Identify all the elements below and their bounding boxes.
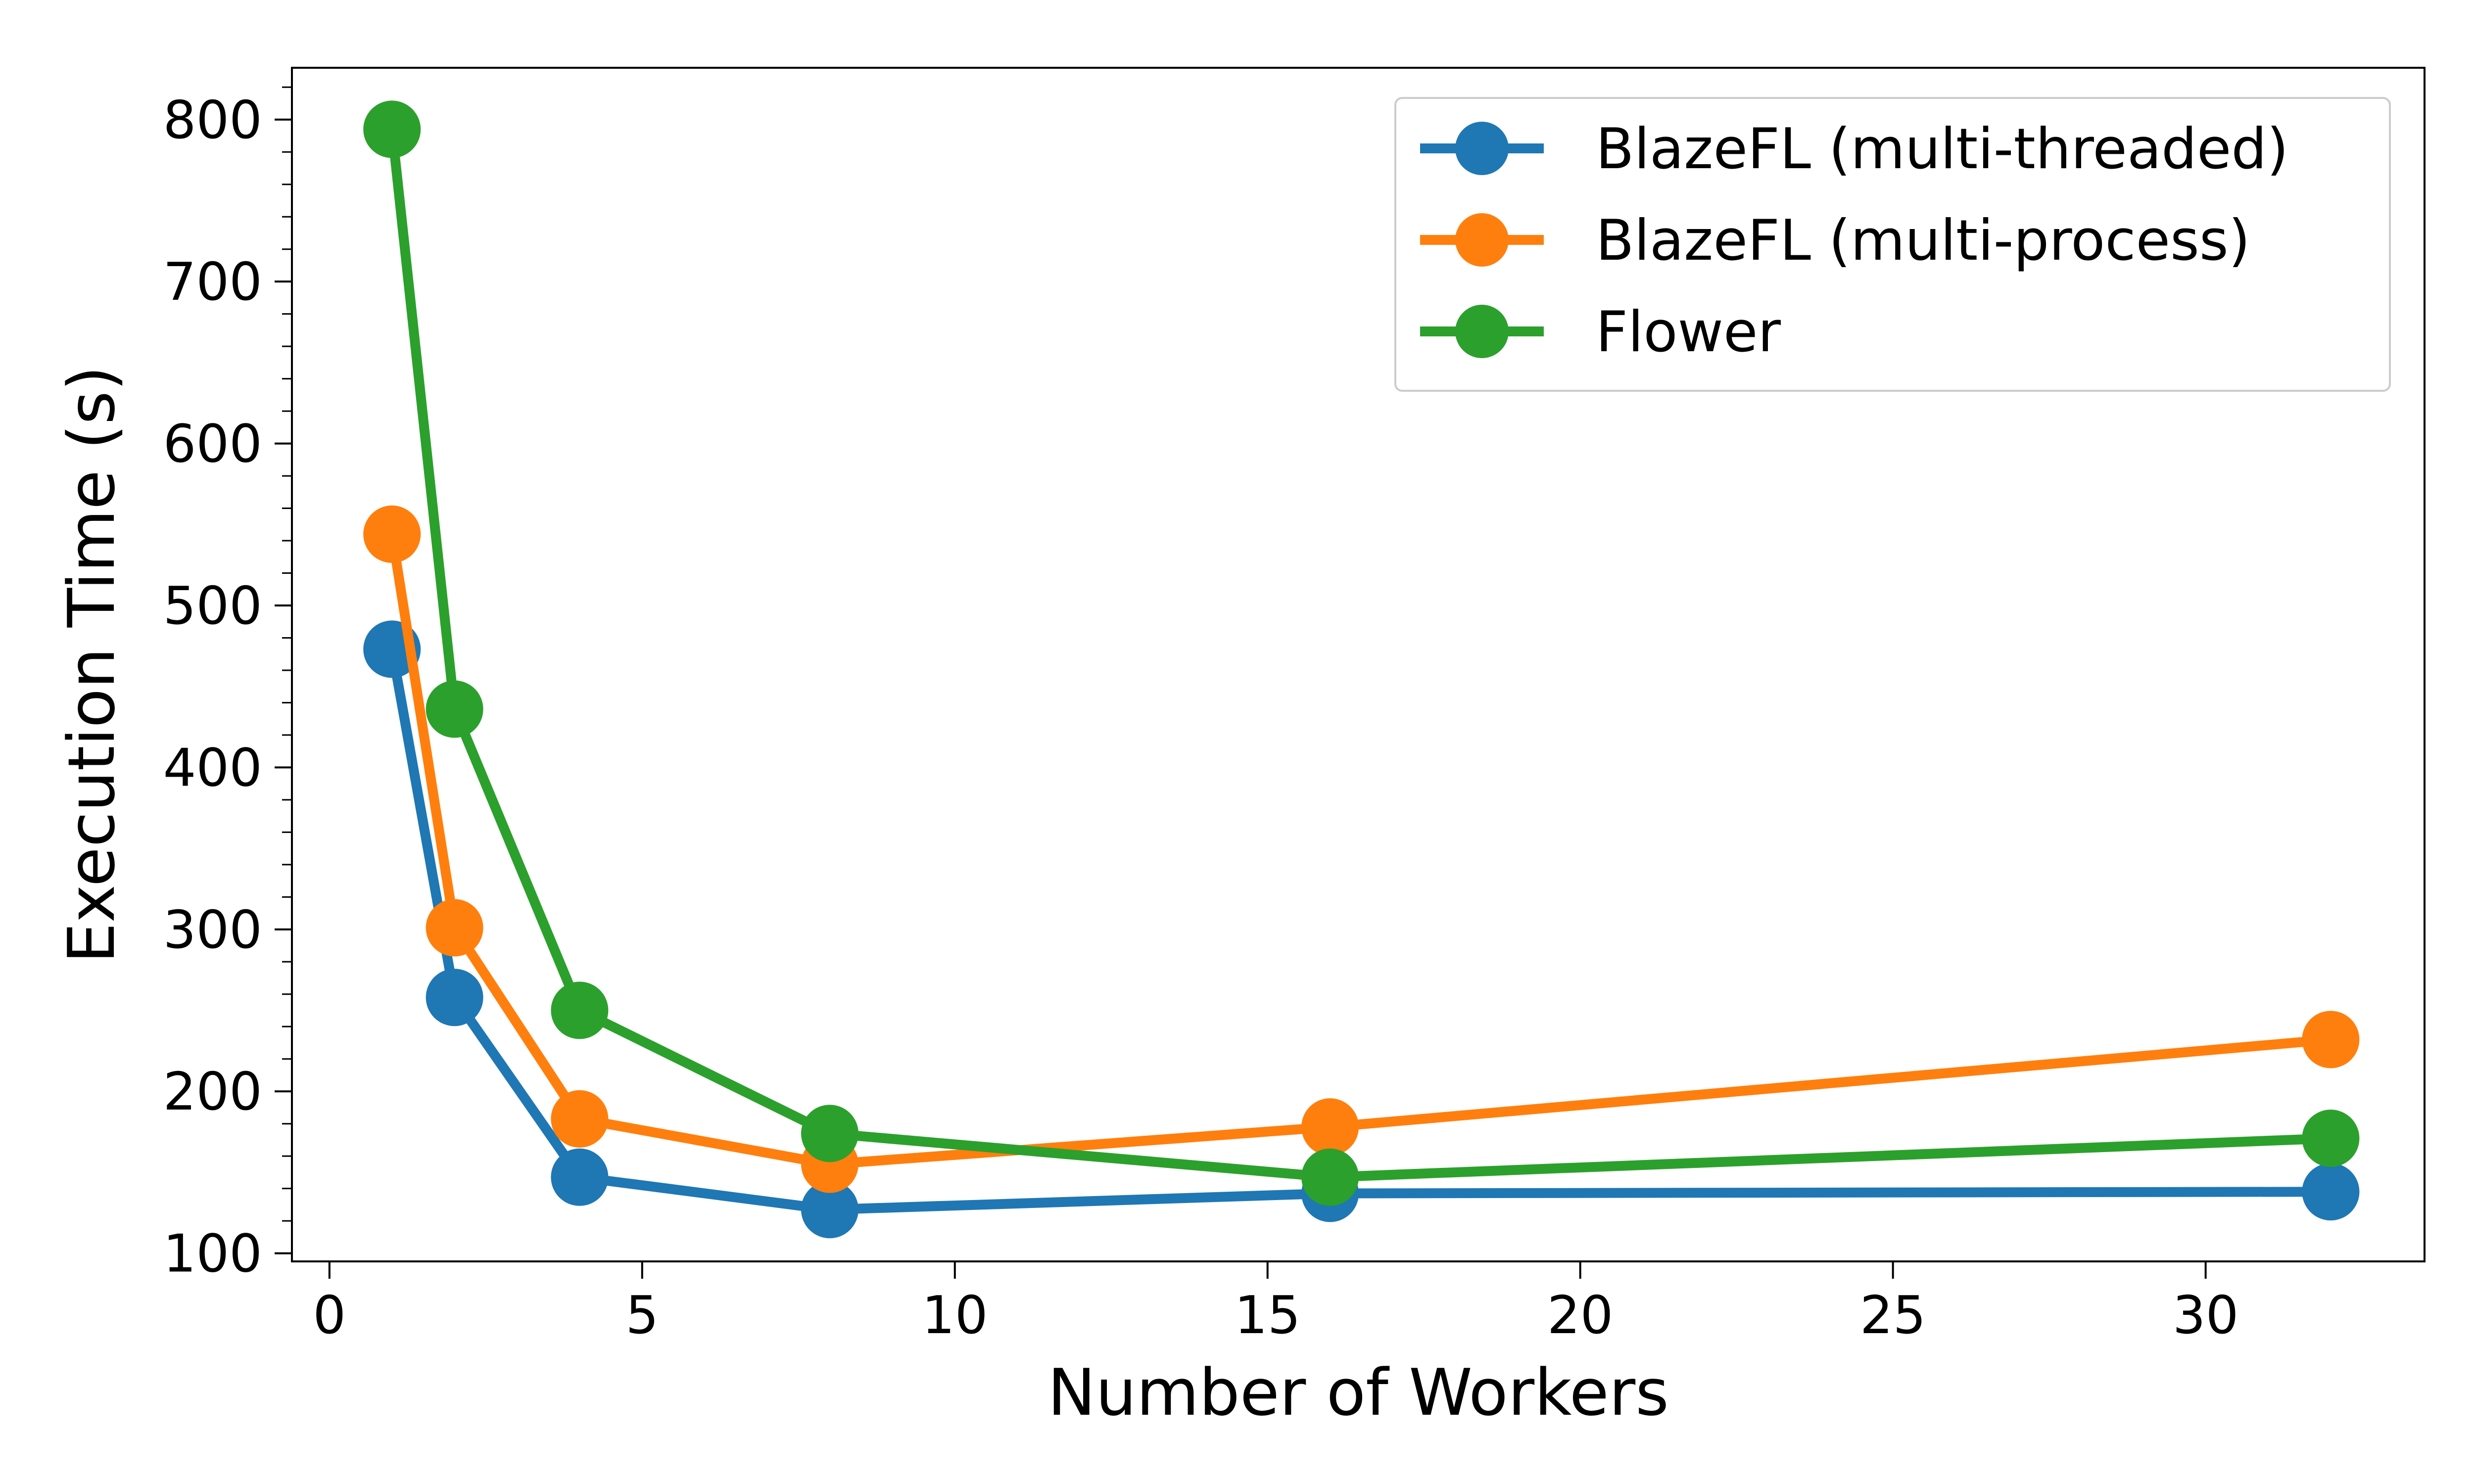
x-tick-label: 0 (313, 1285, 346, 1345)
y-tick-label: 400 (163, 738, 262, 798)
data-point (363, 505, 421, 563)
y-tick-label: 500 (163, 576, 262, 636)
legend-box (1394, 97, 2391, 392)
legend: BlazeFL (multi-threaded) BlazeFL (multi-p… (1394, 97, 2391, 392)
data-point (2302, 1163, 2360, 1221)
data-point (2302, 1110, 2360, 1167)
series-layer (363, 100, 2360, 1239)
x-tick-label: 20 (1547, 1285, 1614, 1345)
x-tick-label: 25 (1860, 1285, 1926, 1345)
legend-label: BlazeFL (multi-process) (1596, 208, 2250, 273)
data-point (1301, 1098, 1359, 1156)
data-point (363, 100, 421, 158)
x-tick-label: 5 (625, 1285, 659, 1345)
data-point (551, 981, 609, 1039)
x-tick-label: 15 (1235, 1285, 1301, 1345)
data-point (426, 969, 483, 1026)
y-tick-label: 600 (163, 414, 262, 474)
series-3 (363, 100, 2360, 1206)
series-line (387, 124, 2336, 1182)
data-point (1301, 1148, 1359, 1206)
legend-swatch-marker (1455, 213, 1509, 267)
y-axis-label: Execution Time (s) (54, 366, 129, 964)
y-tick-label: 200 (163, 1062, 262, 1122)
axis-ticks: 0 5 10 15 20 25 30 100 200 300 400 500 600 700 800 (163, 86, 2239, 1345)
series-line (387, 529, 2336, 1169)
legend-label: BlazeFL (multi-threaded) (1596, 116, 2288, 182)
x-tick-label: 10 (922, 1285, 988, 1345)
legend-swatch-marker (1455, 305, 1509, 358)
data-point (551, 1090, 609, 1148)
data-point (801, 1105, 858, 1162)
data-point (426, 680, 483, 738)
y-tick-label: 300 (163, 900, 262, 960)
plot-frame (291, 67, 2426, 1262)
x-tick-label: 30 (2173, 1285, 2239, 1345)
data-point (551, 1148, 609, 1206)
legend-swatch-marker (1455, 122, 1509, 175)
data-point (2302, 1011, 2360, 1068)
data-point (801, 1181, 858, 1239)
y-tick-label: 700 (163, 252, 262, 312)
data-point (426, 899, 483, 957)
y-tick-label: 100 (163, 1224, 262, 1284)
y-tick-label: 800 (163, 90, 262, 150)
legend-label: Flower (1596, 299, 1781, 365)
x-axis-label: Number of Workers (1047, 1355, 1669, 1430)
